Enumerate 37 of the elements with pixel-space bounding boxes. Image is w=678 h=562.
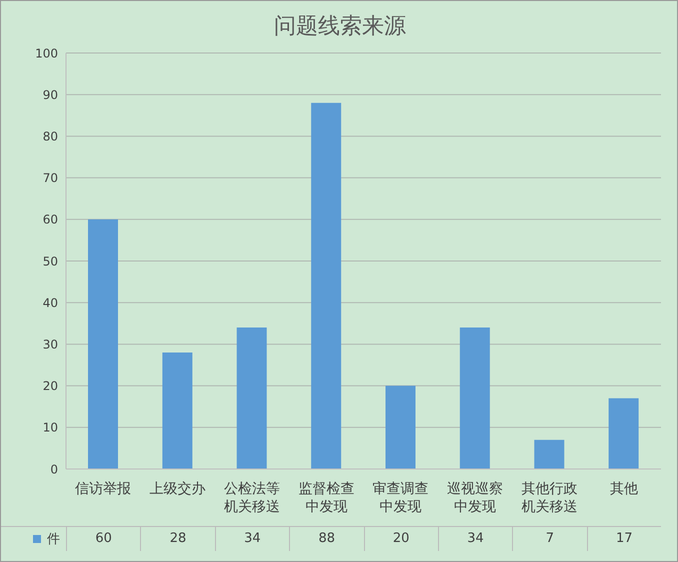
x-tick-label: 其他行政机关移送: [521, 481, 578, 515]
data-label: 60: [66, 526, 140, 551]
y-tick-label: 0: [50, 462, 58, 476]
x-tick-label: 信访举报: [75, 481, 132, 497]
y-tick-label: 20: [42, 379, 58, 394]
y-tick-label: 80: [42, 129, 58, 144]
y-tick-label: 60: [42, 212, 58, 227]
bar: [162, 352, 192, 469]
y-tick-label: 70: [42, 171, 58, 186]
y-tick-label: 10: [42, 420, 58, 435]
bar: [608, 398, 639, 469]
legend-label: 件: [47, 530, 60, 548]
y-tick-label: 40: [42, 296, 58, 310]
bar: [460, 328, 490, 469]
data-label: 34: [438, 526, 512, 551]
bar: [236, 328, 267, 469]
data-label: 7: [512, 526, 587, 551]
bar: [88, 219, 118, 469]
data-label: 20: [364, 526, 438, 551]
bar: [311, 102, 342, 469]
data-label: 17: [586, 526, 661, 551]
x-tick-label: 监督检查中发现: [298, 481, 354, 515]
bar: [386, 386, 416, 469]
y-tick-label: 90: [42, 88, 58, 102]
y-tick-label: 100: [35, 46, 58, 60]
x-tick-label: 公检法等机关移送: [224, 481, 280, 515]
x-tick-label: 上级交办: [150, 481, 206, 497]
bar: [534, 440, 564, 469]
y-tick-label: 30: [42, 337, 58, 352]
data-label: 88: [289, 526, 364, 551]
x-tick-label: 审查调查中发现: [372, 481, 429, 515]
data-label: 28: [140, 526, 215, 551]
y-tick-label: 50: [42, 254, 58, 268]
chart-title: 问题线索来源: [273, 13, 407, 41]
data-label: 34: [214, 526, 290, 551]
x-tick-label: 其他: [610, 481, 638, 497]
x-tick-label: 巡视巡察中发现: [447, 481, 504, 515]
